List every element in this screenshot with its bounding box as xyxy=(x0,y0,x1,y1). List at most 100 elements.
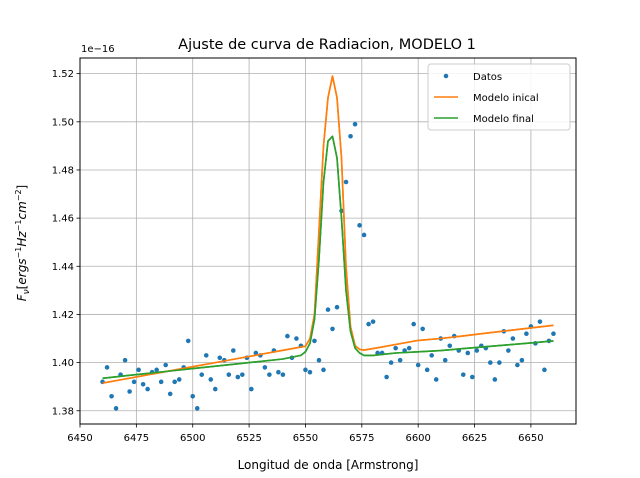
x-tick-label: 6475 xyxy=(124,433,149,444)
data-point xyxy=(420,326,425,332)
data-point xyxy=(361,232,367,238)
data-point xyxy=(352,121,358,127)
y-axis-label: Fν[ergs−1Hz−1cm−2] xyxy=(14,185,32,302)
axis-ticks: 6450 6475 6500 6525 6550 6575 6600 6625 6650 1.38… xyxy=(52,69,544,444)
series-line-modelo-inical-top xyxy=(102,75,554,384)
data-point xyxy=(249,386,254,392)
y-tick-label: 1.48 xyxy=(52,165,74,176)
y-tick-label: 1.50 xyxy=(52,117,74,128)
data-point xyxy=(109,394,114,399)
data-point xyxy=(280,372,286,377)
x-tick-label: 6525 xyxy=(236,433,261,444)
data-point xyxy=(542,367,547,373)
x-axis-label: Longitud de onda [Armstrong] xyxy=(238,458,419,472)
data-point xyxy=(212,386,218,392)
data-point xyxy=(303,367,308,373)
data-point xyxy=(330,326,335,332)
y-tick-label: 1.52 xyxy=(52,69,74,80)
y-tick-label: 1.44 xyxy=(52,262,74,273)
data-point xyxy=(442,357,448,363)
data-point xyxy=(537,319,543,324)
data-point xyxy=(208,377,214,382)
x-tick-label: 6575 xyxy=(349,433,374,444)
data-point xyxy=(136,367,141,373)
data-point xyxy=(276,369,281,375)
data-point xyxy=(127,389,132,394)
data-point xyxy=(497,360,502,365)
legend-label: Modelo final xyxy=(473,114,534,125)
x-tick-label: 6650 xyxy=(518,433,543,444)
data-point xyxy=(312,338,317,344)
data-point xyxy=(145,386,150,392)
data-point xyxy=(172,379,177,385)
data-point xyxy=(226,372,232,377)
data-point xyxy=(460,372,466,377)
x-tick-label: 6600 xyxy=(405,433,430,444)
data-point xyxy=(429,353,435,358)
data-point xyxy=(113,406,119,411)
y-tick-label: 1.42 xyxy=(52,310,74,321)
x-tick-label: 6450 xyxy=(67,433,92,444)
data-point xyxy=(158,379,164,385)
data-point xyxy=(406,345,412,351)
data-point xyxy=(397,357,403,363)
data-point xyxy=(366,321,371,327)
data-point xyxy=(357,223,362,228)
data-point xyxy=(163,362,168,368)
legend-box xyxy=(427,63,571,131)
y-tick-label: 1.46 xyxy=(52,214,74,225)
data-point xyxy=(388,360,394,365)
data-point xyxy=(343,179,349,185)
data-point xyxy=(433,377,439,382)
data-point xyxy=(235,374,241,380)
data-point xyxy=(370,319,376,324)
data-point xyxy=(515,362,520,368)
data-point xyxy=(154,367,159,373)
data-point xyxy=(307,369,313,375)
data-point xyxy=(424,367,430,373)
data-point xyxy=(469,374,475,380)
data-point xyxy=(131,379,137,385)
legend-marker-datos xyxy=(443,73,449,79)
data-point xyxy=(104,365,110,370)
data-point xyxy=(384,374,389,380)
data-point xyxy=(253,350,259,356)
y-tick-label: 1.38 xyxy=(52,406,74,417)
data-point xyxy=(415,362,421,368)
data-point xyxy=(411,321,416,327)
data-point xyxy=(325,307,331,312)
data-point xyxy=(199,372,205,377)
data-point xyxy=(285,333,290,339)
data-point xyxy=(465,350,471,356)
data-point xyxy=(321,367,326,373)
data-point xyxy=(294,336,299,341)
chart-title: Ajuste de curva de Radiacion, MODELO 1 xyxy=(178,37,476,53)
data-point xyxy=(231,348,236,353)
legend: Datos Modelo inical Modelo final xyxy=(427,63,571,131)
axes-frame xyxy=(79,57,577,425)
data-point xyxy=(506,348,511,353)
data-point xyxy=(122,357,128,363)
data-point xyxy=(185,338,191,344)
data-point xyxy=(217,355,223,361)
series-line-modelo-final-top xyxy=(102,135,554,380)
legend-label: Modelo inical xyxy=(473,93,539,104)
offset-text: 1e−16 xyxy=(81,44,115,55)
x-tick-label: 6550 xyxy=(293,433,318,444)
data-point xyxy=(510,336,516,341)
data-point xyxy=(524,331,529,337)
data-point xyxy=(140,381,146,387)
data-point xyxy=(519,357,525,363)
x-tick-label: 6625 xyxy=(462,433,487,444)
legend-label: Datos xyxy=(473,72,502,83)
data-point xyxy=(492,377,498,382)
data-point xyxy=(176,377,182,382)
data-point xyxy=(190,394,196,399)
data-point xyxy=(348,133,353,139)
data-point xyxy=(262,365,268,370)
data-point xyxy=(167,391,173,397)
data-point xyxy=(447,343,453,349)
data-point xyxy=(267,372,272,377)
data-point xyxy=(488,360,493,365)
